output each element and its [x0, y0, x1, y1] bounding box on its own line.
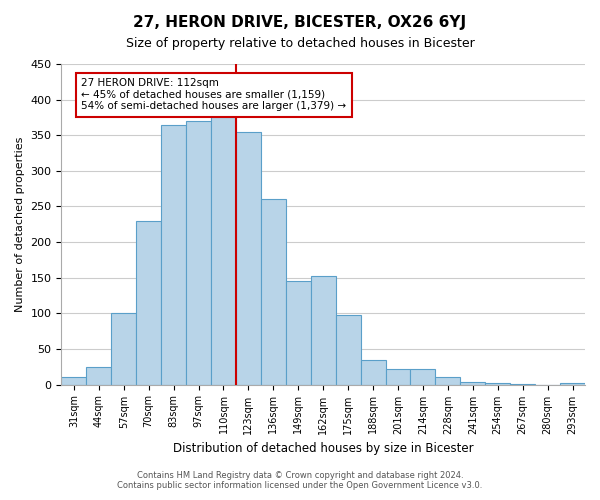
Text: Contains HM Land Registry data © Crown copyright and database right 2024.
Contai: Contains HM Land Registry data © Crown c… [118, 470, 482, 490]
Bar [436, 378, 460, 384]
Text: Size of property relative to detached houses in Bicester: Size of property relative to detached ho… [125, 38, 475, 51]
Bar [560, 383, 585, 384]
Text: 27, HERON DRIVE, BICESTER, OX26 6YJ: 27, HERON DRIVE, BICESTER, OX26 6YJ [133, 15, 467, 30]
Bar [386, 369, 410, 384]
Bar [311, 276, 335, 384]
Bar [460, 382, 485, 384]
Bar [211, 118, 236, 384]
Bar [410, 369, 436, 384]
Bar [136, 220, 161, 384]
Bar [236, 132, 261, 384]
Bar [111, 314, 136, 384]
Bar [161, 124, 186, 384]
Bar [61, 378, 86, 384]
Bar [335, 316, 361, 384]
Bar [286, 282, 311, 385]
Bar [86, 367, 111, 384]
Bar [485, 383, 510, 384]
Text: 27 HERON DRIVE: 112sqm
← 45% of detached houses are smaller (1,159)
54% of semi-: 27 HERON DRIVE: 112sqm ← 45% of detached… [82, 78, 346, 112]
Bar [261, 200, 286, 384]
Bar [186, 121, 211, 384]
Bar [361, 360, 386, 384]
X-axis label: Distribution of detached houses by size in Bicester: Distribution of detached houses by size … [173, 442, 473, 455]
Y-axis label: Number of detached properties: Number of detached properties [15, 136, 25, 312]
